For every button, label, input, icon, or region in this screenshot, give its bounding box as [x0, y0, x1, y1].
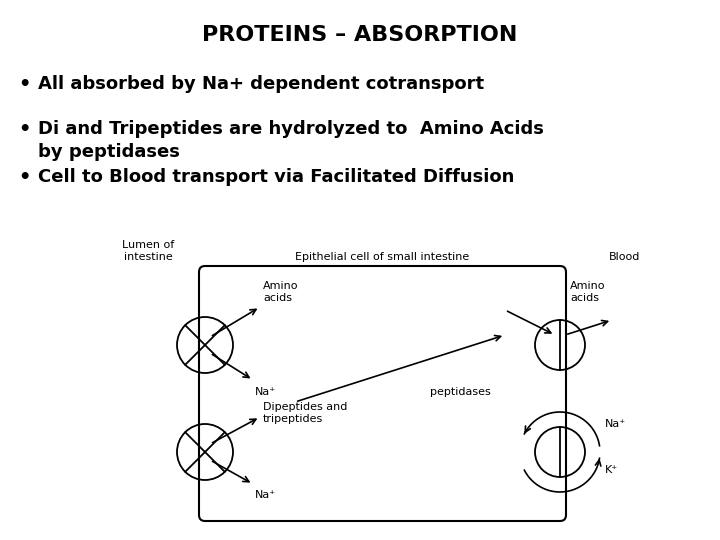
Text: Amino
acids: Amino acids — [570, 281, 606, 303]
Text: Lumen of
intestine: Lumen of intestine — [122, 240, 174, 262]
Text: Epithelial cell of small intestine: Epithelial cell of small intestine — [295, 252, 469, 262]
Text: K⁺: K⁺ — [605, 465, 618, 475]
Text: Di and Tripeptides are hydrolyzed to  Amino Acids: Di and Tripeptides are hydrolyzed to Ami… — [38, 120, 544, 138]
Text: Blood: Blood — [609, 252, 641, 262]
Text: Na⁺: Na⁺ — [605, 419, 626, 429]
Text: PROTEINS – ABSORPTION: PROTEINS – ABSORPTION — [202, 25, 518, 45]
Text: Na⁺: Na⁺ — [255, 490, 276, 500]
Text: Dipeptides and
tripeptides: Dipeptides and tripeptides — [263, 402, 347, 424]
Text: Amino
acids: Amino acids — [263, 281, 299, 303]
Text: peptidases: peptidases — [430, 387, 491, 397]
Text: All absorbed by Na+ dependent cotransport: All absorbed by Na+ dependent cotranspor… — [38, 75, 484, 93]
Text: Cell to Blood transport via Facilitated Diffusion: Cell to Blood transport via Facilitated … — [38, 168, 514, 186]
Text: •: • — [18, 120, 30, 139]
FancyBboxPatch shape — [199, 266, 566, 521]
Text: •: • — [18, 168, 30, 187]
Text: •: • — [18, 75, 30, 94]
Text: Na⁺: Na⁺ — [255, 387, 276, 397]
Text: by peptidases: by peptidases — [38, 143, 180, 161]
